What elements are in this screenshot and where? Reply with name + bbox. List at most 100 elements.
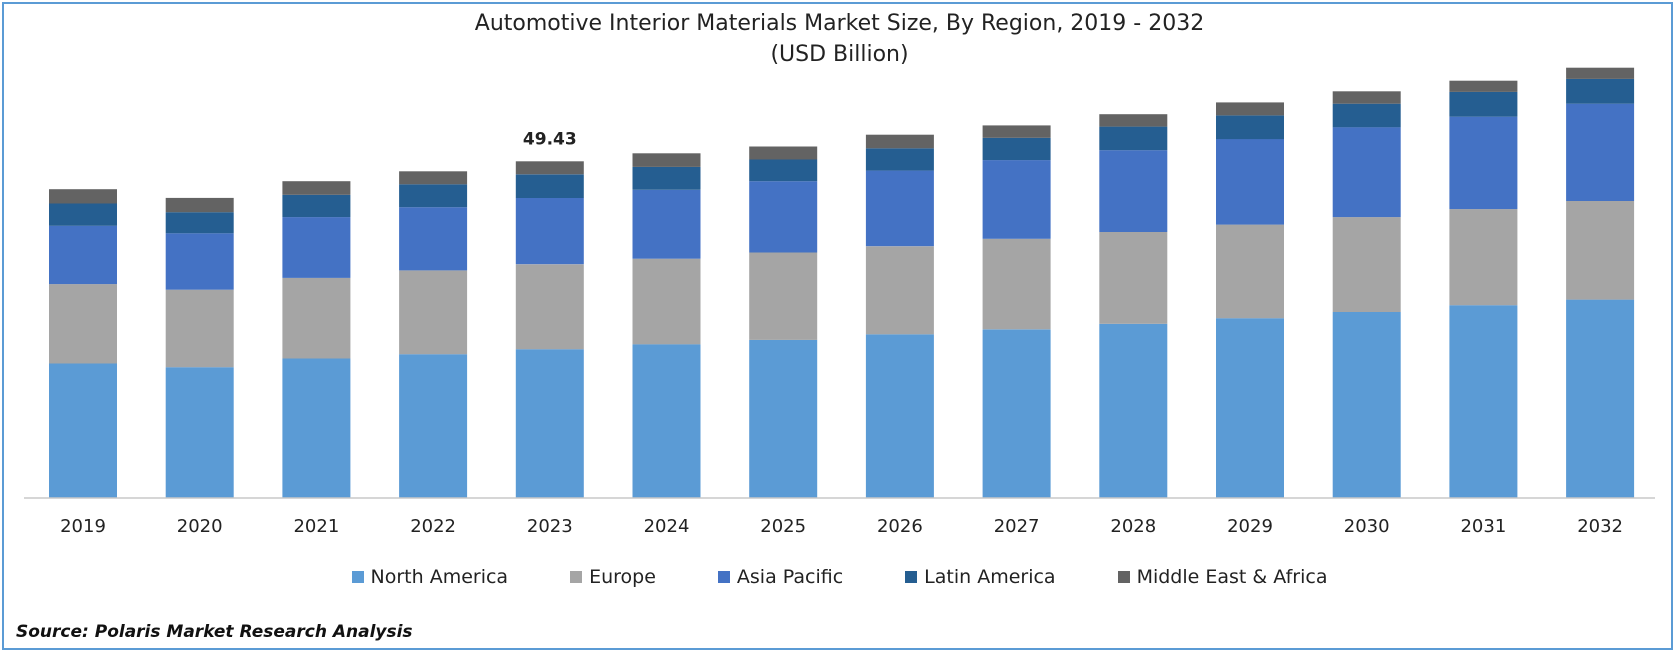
bar-2022-middle-east-africa xyxy=(399,171,468,185)
bar-2022-latin-america xyxy=(399,184,468,208)
bar-2020-europe xyxy=(165,289,234,368)
legend-label: Latin America xyxy=(924,566,1056,588)
bar-2021-europe xyxy=(282,277,351,359)
bar-2021-asia-pacific xyxy=(282,217,351,278)
bar-2027-asia-pacific xyxy=(982,160,1051,239)
legend-item-asia-pacific: Asia Pacific xyxy=(717,566,844,588)
x-tick-label: 2026 xyxy=(877,516,923,537)
x-tick-label: 2024 xyxy=(644,516,690,537)
bar-2032-europe xyxy=(1566,201,1635,300)
bar-2027-europe xyxy=(982,238,1051,330)
legend-label: Asia Pacific xyxy=(736,566,844,588)
bar-2021-north-america xyxy=(282,358,351,498)
bar-2031-asia-pacific xyxy=(1449,116,1518,210)
bar-2030-asia-pacific xyxy=(1332,127,1401,218)
bar-2031-north-america xyxy=(1449,305,1518,498)
bar-2027-north-america xyxy=(982,329,1051,498)
bar-2025-north-america xyxy=(749,339,818,498)
x-tick-label: 2021 xyxy=(293,516,339,537)
bar-2030-europe xyxy=(1332,217,1401,312)
chart-title-block: Automotive Interior Materials Market Siz… xyxy=(0,8,1679,70)
bar-2022-north-america xyxy=(399,354,468,498)
x-tick-label: 2019 xyxy=(60,516,106,537)
bar-2023-asia-pacific xyxy=(515,197,584,265)
bar-2030-middle-east-africa xyxy=(1332,91,1401,104)
bar-2029-asia-pacific xyxy=(1216,139,1284,225)
bar-2024-asia-pacific xyxy=(632,189,701,259)
bar-2026-middle-east-africa xyxy=(865,134,934,149)
bar-2024-north-america xyxy=(632,344,701,498)
x-tick-label: 2023 xyxy=(527,516,573,537)
x-tick-label: 2020 xyxy=(177,516,223,537)
bar-2019-latin-america xyxy=(49,203,117,226)
bar-2029-latin-america xyxy=(1216,115,1284,140)
bar-2024-middle-east-africa xyxy=(632,153,701,167)
bar-2031-europe xyxy=(1449,209,1518,306)
bar-2026-asia-pacific xyxy=(865,170,934,247)
bar-2023-middle-east-africa xyxy=(515,161,584,175)
bar-2028-europe xyxy=(1099,232,1168,324)
bar-2019-europe xyxy=(49,284,117,364)
bar-2031-middle-east-africa xyxy=(1449,80,1518,92)
bar-2021-middle-east-africa xyxy=(282,181,351,195)
legend-swatch xyxy=(1117,571,1130,583)
data-label-2023: 49.43 xyxy=(523,129,577,149)
x-tick-label: 2032 xyxy=(1577,516,1623,537)
x-tick-label: 2029 xyxy=(1227,516,1273,537)
bar-2022-europe xyxy=(399,270,468,355)
legend-label: Middle East & Africa xyxy=(1136,566,1328,588)
bar-2026-north-america xyxy=(865,334,934,498)
x-tick-label: 2030 xyxy=(1344,516,1390,537)
bar-2020-middle-east-africa xyxy=(165,197,234,213)
legend-label: Europe xyxy=(589,566,656,588)
bar-2028-north-america xyxy=(1099,323,1168,498)
x-tick-label: 2025 xyxy=(760,516,806,537)
bar-2030-latin-america xyxy=(1332,103,1401,128)
bar-2031-latin-america xyxy=(1449,91,1518,117)
bar-2032-asia-pacific xyxy=(1566,103,1635,201)
bar-2024-europe xyxy=(632,258,701,345)
bar-2020-asia-pacific xyxy=(165,233,234,290)
bar-2023-north-america xyxy=(515,349,584,498)
bar-2024-latin-america xyxy=(632,166,701,190)
bar-2032-middle-east-africa xyxy=(1566,67,1635,79)
bar-2028-middle-east-africa xyxy=(1099,114,1168,127)
bar-2030-north-america xyxy=(1332,312,1401,498)
bar-2025-latin-america xyxy=(749,159,818,182)
bar-2019-middle-east-africa xyxy=(49,189,117,204)
bar-2023-latin-america xyxy=(515,174,584,198)
data-labels: 49.43 xyxy=(523,129,577,149)
legend-label: North America xyxy=(370,566,509,588)
bar-2027-middle-east-africa xyxy=(982,125,1051,138)
bar-2027-latin-america xyxy=(982,137,1051,161)
bar-2023-europe xyxy=(515,264,584,350)
legend-swatch xyxy=(717,571,730,583)
legend: North America Europe Asia Pacific Latin Ame… xyxy=(0,566,1679,588)
bar-2025-europe xyxy=(749,252,818,340)
legend-item-europe: Europe xyxy=(570,566,656,588)
x-tick-label: 2028 xyxy=(1110,516,1156,537)
bar-2025-asia-pacific xyxy=(749,181,818,253)
bar-2032-latin-america xyxy=(1566,78,1635,104)
legend-swatch xyxy=(351,571,364,583)
bar-2020-latin-america xyxy=(165,212,234,234)
bar-2029-middle-east-africa xyxy=(1216,102,1284,116)
x-tick-label: 2027 xyxy=(994,516,1040,537)
legend-item-latin-america: Latin America xyxy=(905,566,1056,588)
x-tick-labels: 2019 2020 2021 2022 2023 2024 2025 2026 2027 2028… xyxy=(60,516,1623,537)
bar-2021-latin-america xyxy=(282,194,351,218)
legend-swatch xyxy=(905,571,918,583)
legend-swatch xyxy=(570,571,583,583)
bars-layer xyxy=(49,67,1635,498)
bar-2029-europe xyxy=(1216,224,1284,319)
bar-2026-latin-america xyxy=(865,148,934,171)
bar-2026-europe xyxy=(865,246,934,335)
legend-item-north-america: North America xyxy=(351,566,509,588)
bar-2019-asia-pacific xyxy=(49,225,117,285)
bar-2028-asia-pacific xyxy=(1099,150,1168,232)
bar-2020-north-america xyxy=(165,367,234,498)
bar-2028-latin-america xyxy=(1099,126,1168,151)
bar-2032-north-america xyxy=(1566,299,1635,498)
bar-2022-asia-pacific xyxy=(399,207,468,271)
